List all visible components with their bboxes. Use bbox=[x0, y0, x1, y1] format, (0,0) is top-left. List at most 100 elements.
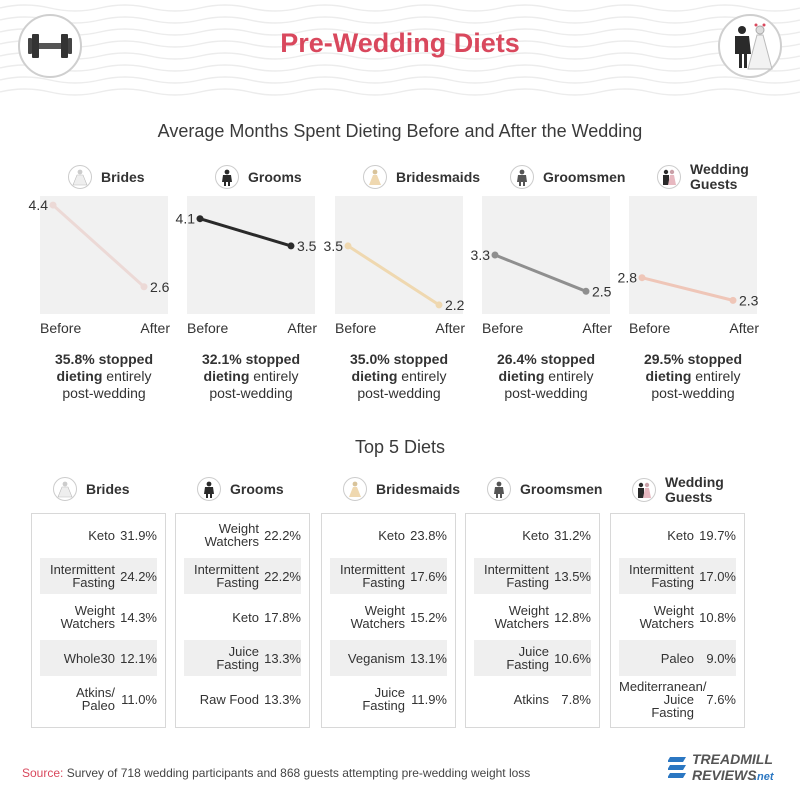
diet-table: Keto 19.7% Intermittent Fasting 17.0% Weight… bbox=[610, 513, 745, 728]
diet-row: Atkins/ Paleo 11.0% bbox=[40, 681, 157, 717]
diet-name: Weight Watchers bbox=[494, 603, 549, 631]
diet-row: Intermittent Fasting 22.2% bbox=[184, 558, 301, 594]
brand-logo-graphic: TREADMILL REVIEWS .net bbox=[667, 751, 775, 783]
bridesmaid-icon bbox=[363, 165, 387, 189]
diet-percent: 11.0% bbox=[121, 691, 157, 707]
bridesmaid-icon bbox=[343, 477, 367, 501]
point-after bbox=[435, 301, 443, 309]
source-note: Source: Survey of 718 wedding participan… bbox=[22, 766, 530, 780]
bride-icon bbox=[68, 165, 92, 189]
diet-row: Keto 31.9% bbox=[40, 517, 157, 553]
bride-icon bbox=[53, 477, 77, 501]
diet-name: Intermittent Fasting bbox=[49, 562, 115, 590]
diets-section-title: Top 5 Diets bbox=[354, 437, 446, 457]
series-name: Wedding Guests bbox=[690, 161, 749, 192]
diet-name: Keto bbox=[378, 527, 405, 543]
point-after bbox=[140, 283, 148, 291]
diet-row: Intermittent Fasting 13.5% bbox=[474, 558, 591, 594]
diet-row: Intermittent Fasting 24.2% bbox=[40, 558, 157, 594]
diet-percent: 7.8% bbox=[561, 691, 591, 707]
groomsman-icon bbox=[487, 477, 511, 501]
diet-name: Atkins bbox=[513, 691, 549, 707]
plot-background bbox=[629, 196, 757, 314]
diet-row: Veganism 13.1% bbox=[330, 640, 447, 676]
diet-percent: 15.2% bbox=[410, 609, 447, 625]
groomsman-icon bbox=[510, 165, 534, 189]
x-tick-before: Before bbox=[629, 320, 671, 336]
series-name: Grooms bbox=[248, 169, 302, 185]
plot-background bbox=[335, 196, 463, 314]
guests-icon bbox=[657, 165, 681, 189]
source-label: Source: bbox=[22, 766, 64, 780]
diet-percent: 13.1% bbox=[410, 650, 447, 666]
diet-percent: 12.1% bbox=[120, 650, 157, 666]
series-header: Wedding Guests bbox=[657, 162, 750, 192]
stopped-dieting-note: 29.5% stopped dieting entirely post-weddi… bbox=[623, 351, 763, 402]
groom-icon bbox=[197, 477, 221, 501]
series-line bbox=[199, 217, 292, 248]
line-plot: 3.5 2.2 bbox=[324, 196, 465, 314]
stopped-dieting-note: 32.1% stopped dieting entirely post-weddi… bbox=[181, 351, 321, 402]
point-after bbox=[287, 242, 295, 250]
stopped-rest: entirely bbox=[397, 368, 447, 384]
series-name: Bridesmaids bbox=[396, 169, 481, 185]
brand-logo: TREADMILL REVIEWS .net bbox=[667, 749, 786, 783]
stopped-rest-line2: post-wedding bbox=[357, 385, 441, 401]
table-header: Grooms bbox=[197, 477, 284, 501]
value-label-before: 4.4 bbox=[29, 197, 49, 213]
groom-icon bbox=[215, 165, 239, 189]
x-tick-before: Before bbox=[335, 320, 377, 336]
line-plot: 3.3 2.5 bbox=[471, 196, 612, 314]
table-group-name: Brides bbox=[86, 481, 130, 497]
table-group-name: Groomsmen bbox=[520, 481, 603, 497]
diet-name: Intermittent Fasting bbox=[628, 562, 694, 590]
x-tick-before: Before bbox=[40, 320, 82, 336]
diet-table: Weight Watchers 22.2% Intermittent Fasting… bbox=[175, 513, 310, 728]
line-section-title: Average Months Spent Dieting Before and … bbox=[157, 121, 643, 141]
table-header: Groomsmen bbox=[487, 477, 602, 501]
diet-percent: 17.6% bbox=[410, 568, 447, 584]
diet-row: Keto 23.8% bbox=[330, 517, 447, 553]
diet-row: Weight Watchers 22.2% bbox=[184, 517, 301, 553]
table-header: Brides bbox=[53, 477, 130, 501]
diet-percent: 13.5% bbox=[554, 568, 591, 584]
diet-table: Keto 23.8% Intermittent Fasting 17.6% Weight… bbox=[321, 513, 456, 728]
point-before bbox=[344, 242, 352, 250]
value-label-after: 2.2 bbox=[445, 297, 465, 313]
dumbbell-icon bbox=[18, 14, 82, 78]
diet-row: Weight Watchers 12.8% bbox=[474, 599, 591, 635]
diet-name: Intermittent Fasting bbox=[339, 562, 405, 590]
diet-percent: 10.8% bbox=[699, 609, 736, 625]
stopped-rest-line2: post-wedding bbox=[209, 385, 293, 401]
diet-row: Weight Watchers 14.3% bbox=[40, 599, 157, 635]
diet-name: Intermittent Fasting bbox=[193, 562, 259, 590]
diet-table: Keto 31.9% Intermittent Fasting 24.2% Weight… bbox=[31, 513, 166, 728]
stopped-bold: 32.1% stopped dieting bbox=[201, 351, 301, 384]
stopped-dieting-note: 35.0% stopped dieting entirely post-weddi… bbox=[329, 351, 469, 402]
table-header: Wedding Guests bbox=[632, 475, 725, 505]
diet-percent: 13.3% bbox=[264, 691, 301, 707]
source-text: Survey of 718 wedding participants and 8… bbox=[63, 766, 531, 780]
value-label-before: 3.3 bbox=[471, 247, 491, 263]
table-group-name: Grooms bbox=[230, 481, 284, 497]
stopped-bold: 35.0% stopped dieting bbox=[349, 351, 449, 384]
x-tick-after: After bbox=[140, 320, 170, 336]
diet-percent: 13.3% bbox=[264, 650, 301, 666]
diet-row: Intermittent Fasting 17.0% bbox=[619, 558, 736, 594]
diet-percent: 23.8% bbox=[410, 527, 447, 543]
diet-name: Whole30 bbox=[63, 650, 115, 666]
line-plot: 2.8 2.3 bbox=[618, 196, 759, 314]
diet-name: Weight Watchers bbox=[639, 603, 694, 631]
value-label-after: 2.5 bbox=[592, 283, 612, 299]
series-header: Brides bbox=[68, 165, 145, 189]
diet-percent: 7.6% bbox=[706, 691, 736, 707]
diet-percent: 31.2% bbox=[554, 527, 591, 543]
plot-background bbox=[40, 196, 168, 314]
point-before bbox=[196, 215, 204, 223]
diet-name: Veganism bbox=[347, 650, 405, 666]
series-header: Grooms bbox=[215, 165, 302, 189]
x-tick-after: After bbox=[287, 320, 317, 336]
diet-percent: 19.7% bbox=[699, 527, 736, 543]
diet-name: Keto bbox=[667, 527, 694, 543]
diet-row: Keto 19.7% bbox=[619, 517, 736, 553]
